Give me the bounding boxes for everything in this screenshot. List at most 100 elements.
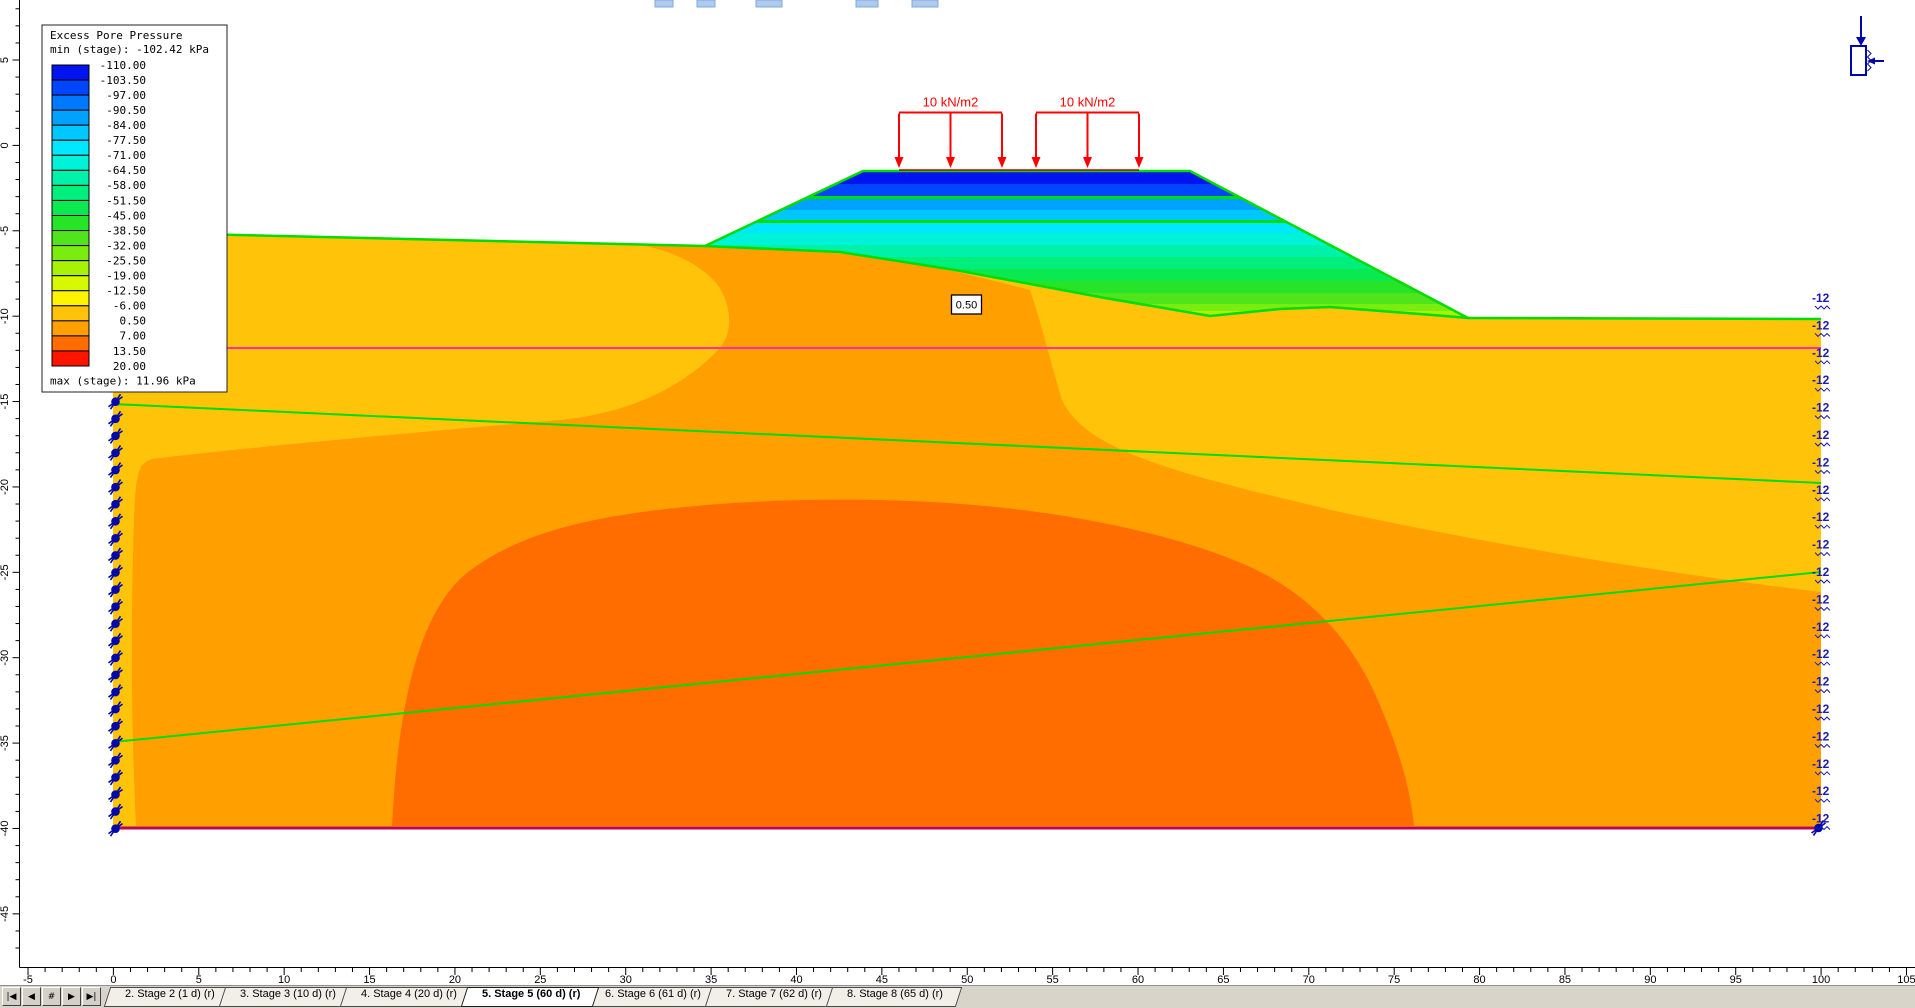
- tab-scroll-prev[interactable]: ◀: [22, 987, 41, 1006]
- head-bc-label: -12: [1812, 620, 1830, 634]
- legend-swatch: [51, 245, 90, 262]
- legend-swatch: [51, 290, 90, 307]
- fixed-node-icon: [111, 602, 120, 611]
- stage-tab-active[interactable]: 5. Stage 5 (60 d) (r): [460, 987, 600, 1007]
- legend-swatch: [51, 275, 90, 292]
- head-bc-squiggle-icon: [1814, 688, 1831, 694]
- contour-value-tag: 0.50: [950, 294, 983, 315]
- stage-tab[interactable]: 2. Stage 2 (1 d) (r): [103, 987, 235, 1007]
- load-arrowhead-icon: [894, 157, 904, 168]
- fixed-node-icon: [111, 568, 120, 577]
- embankment-stripe: [705, 245, 1468, 258]
- legend-boundary-label: -110.00: [100, 59, 146, 72]
- v-ruler-label: -30: [0, 650, 11, 666]
- legend-swatch: [51, 320, 90, 337]
- head-bc-squiggle-icon: [1814, 387, 1831, 392]
- h-ruler-label: 95: [1730, 974, 1742, 985]
- stage-tab[interactable]: 3. Stage 3 (10 d) (r): [218, 987, 356, 1007]
- head-bc-label: -12: [1812, 373, 1830, 387]
- head-bc-squiggle-icon: [1814, 579, 1831, 584]
- head-bc-squiggle-icon: [1814, 551, 1831, 557]
- fixed-node-icon: [111, 670, 120, 680]
- stage-tab-label: 7. Stage 7 (62 d) (r): [726, 988, 823, 1000]
- head-bc-label: -12: [1812, 592, 1830, 606]
- stage-tab-label: 3. Stage 3 (10 d) (r): [239, 988, 336, 1000]
- head-bc-squiggle-icon: [1814, 661, 1831, 666]
- v-ruler-label: -35: [0, 735, 11, 751]
- legend-boundary-label: 0.50: [120, 315, 147, 328]
- legend-swatch: [51, 335, 90, 352]
- h-ruler-label: 105: [1897, 974, 1915, 985]
- embankment-outline: [704, 169, 1469, 320]
- legend-swatch: [51, 94, 90, 111]
- stage-tab[interactable]: 6. Stage 6 (61 d) (r): [584, 987, 721, 1007]
- head-bc-label: -12: [1812, 483, 1830, 497]
- stage-tab[interactable]: 8. Stage 8 (65 d) (r): [826, 987, 963, 1007]
- contour-value-text: 0.50: [956, 300, 977, 312]
- legend-boundary-label: -84.00: [106, 119, 146, 132]
- tab-scroll-next[interactable]: ▶: [62, 987, 81, 1006]
- head-bc-label: -12: [1812, 702, 1830, 716]
- legend-swatch: [51, 169, 90, 186]
- legend-swatch: [51, 184, 90, 201]
- fixed-node-icon: [111, 653, 120, 663]
- head-bc-squiggle-icon: [1814, 414, 1831, 420]
- h-ruler-label: -5: [23, 974, 33, 985]
- legend-boundary-label: -25.50: [106, 254, 146, 267]
- fixed-node-icon: [1814, 823, 1823, 833]
- right-boundary-head-labels: -12 -12 -12 -12 -12 -12 -12 -12 -12 -12 -12 -12 -12 -…: [1812, 291, 1831, 831]
- h-ruler-label: 20: [449, 974, 461, 985]
- tab-nav-buttons: |◀ ◀ # ▶ ▶|: [2, 987, 102, 1006]
- model-section: [112, 169, 1822, 830]
- head-bc-label: -12: [1812, 346, 1830, 360]
- stage-tab[interactable]: 4. Stage 4 (20 d) (r): [339, 987, 477, 1007]
- legend-swatch: [51, 215, 90, 232]
- boundary-node-markers: [108, 342, 1826, 837]
- legend-boundary-label: -71.00: [106, 149, 146, 162]
- load-arrowhead-icon: [946, 157, 955, 168]
- legend-boundary-label: -32.00: [106, 239, 146, 252]
- head-bc-squiggle-icon: [1814, 771, 1831, 776]
- stage-tab-label: 5. Stage 5 (60 d) (r): [481, 988, 581, 1000]
- head-bc-squiggle-icon: [1814, 716, 1831, 721]
- distributed-loads: 10 kN/m2 10 kN/m2: [894, 95, 1144, 168]
- embankment-stripe: [705, 171, 1468, 185]
- v-ruler-label: -10: [0, 308, 11, 324]
- v-ruler-label: -25: [0, 564, 11, 580]
- head-bc-squiggle-icon: [1814, 825, 1831, 831]
- legend-swatch: [51, 350, 90, 367]
- head-bc-label: -12: [1812, 455, 1830, 469]
- legend-swatch: [51, 64, 90, 81]
- fixed-node-icon: [111, 482, 120, 492]
- legend-panel: Excess Pore Pressure min (stage): -102.4…: [41, 24, 228, 393]
- load-arrowhead-icon: [997, 157, 1007, 168]
- model-canvas[interactable]: 50-5-10-15-20-25-30-35-40-45 -5 0 5 10 15 20 2…: [0, 0, 1915, 986]
- stage-tab[interactable]: 7. Stage 7 (62 d) (r): [705, 987, 842, 1007]
- legend-swatch: [51, 79, 90, 96]
- tab-list[interactable]: #: [42, 987, 61, 1006]
- fill-stage-boundary-line: [705, 220, 1468, 223]
- h-ruler-label: 0: [110, 974, 116, 985]
- legend-max-value: max (stage): 11.96 kPa: [50, 375, 196, 388]
- head-bc-squiggle-icon: [1814, 634, 1831, 639]
- stage-tabs: 2. Stage 2 (1 d) (r) 3. Stage 3 (10 d) (r…: [103, 987, 963, 1007]
- legend-swatch: [51, 124, 90, 141]
- legend-boundary-label: 20.00: [113, 360, 146, 373]
- h-ruler-label: 70: [1303, 974, 1315, 985]
- fixed-node-icon: [111, 585, 120, 594]
- legend-boundary-label: -45.00: [106, 209, 146, 222]
- top-toolbar-fragments: [654, 0, 939, 8]
- head-bc-label: -12: [1812, 675, 1830, 689]
- h-ruler-label: 50: [961, 974, 973, 985]
- stratum-boundary-line-upper: [112, 403, 1822, 484]
- arrow-down-icon: [1856, 37, 1866, 46]
- legend-boundary-label: -6.00: [113, 300, 146, 313]
- v-ruler-label: -5: [0, 226, 11, 236]
- head-bc-label: -12: [1812, 538, 1830, 552]
- head-bc-label: -12: [1812, 510, 1830, 524]
- legend-min-value: min (stage): -102.42 kPa: [50, 43, 209, 56]
- tab-scroll-first[interactable]: |◀: [2, 987, 21, 1006]
- head-bc-label: -12: [1812, 784, 1830, 798]
- tab-scroll-last[interactable]: ▶|: [82, 987, 101, 1006]
- head-bc-squiggle-icon: [1814, 606, 1831, 612]
